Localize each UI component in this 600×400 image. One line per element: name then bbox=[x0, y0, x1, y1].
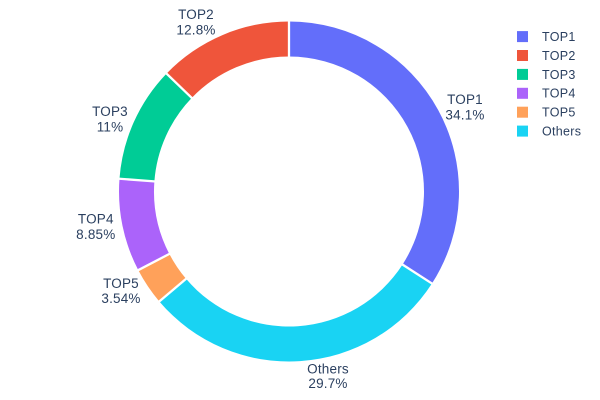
svg-text:TOP3: TOP3 bbox=[542, 68, 576, 82]
svg-text:TOP1: TOP1 bbox=[447, 92, 483, 107]
svg-text:TOP5: TOP5 bbox=[103, 276, 139, 291]
svg-text:34.1%: 34.1% bbox=[445, 107, 484, 122]
svg-text:TOP2: TOP2 bbox=[178, 7, 214, 22]
svg-text:Others: Others bbox=[542, 125, 581, 139]
svg-text:12.8%: 12.8% bbox=[176, 23, 215, 38]
svg-text:TOP2: TOP2 bbox=[542, 49, 576, 63]
svg-text:TOP1: TOP1 bbox=[542, 30, 576, 44]
svg-text:TOP3: TOP3 bbox=[92, 104, 128, 119]
svg-text:TOP5: TOP5 bbox=[542, 106, 576, 120]
svg-text:TOP4: TOP4 bbox=[542, 87, 576, 101]
svg-text:Others: Others bbox=[307, 362, 349, 377]
svg-text:TOP4: TOP4 bbox=[78, 212, 114, 227]
svg-text:11%: 11% bbox=[97, 120, 124, 135]
svg-text:8.85%: 8.85% bbox=[76, 227, 115, 242]
svg-text:3.54%: 3.54% bbox=[101, 291, 140, 306]
svg-text:29.7%: 29.7% bbox=[308, 376, 347, 391]
